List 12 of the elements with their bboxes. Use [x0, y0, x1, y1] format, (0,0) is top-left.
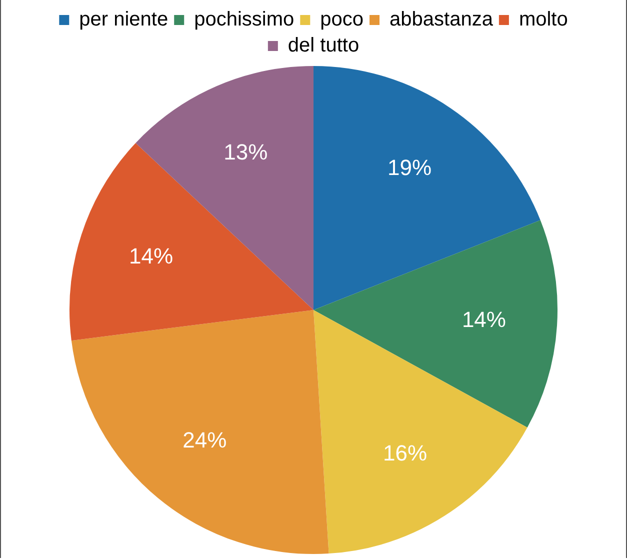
legend-label: poco [320, 8, 364, 31]
data-label: 19% [387, 154, 432, 180]
legend-label: abbastanza [390, 8, 494, 31]
data-label: 14% [462, 306, 506, 332]
data-label: 16% [382, 440, 428, 466]
legend-label: molto [518, 8, 568, 31]
data-label: 24% [182, 428, 227, 453]
legend-label: pochissimo [194, 8, 294, 31]
legend-label: per niente [79, 8, 168, 31]
data-label: 13% [224, 139, 268, 164]
data-label: 14% [129, 243, 174, 268]
legend-label: del tutto [288, 34, 360, 57]
